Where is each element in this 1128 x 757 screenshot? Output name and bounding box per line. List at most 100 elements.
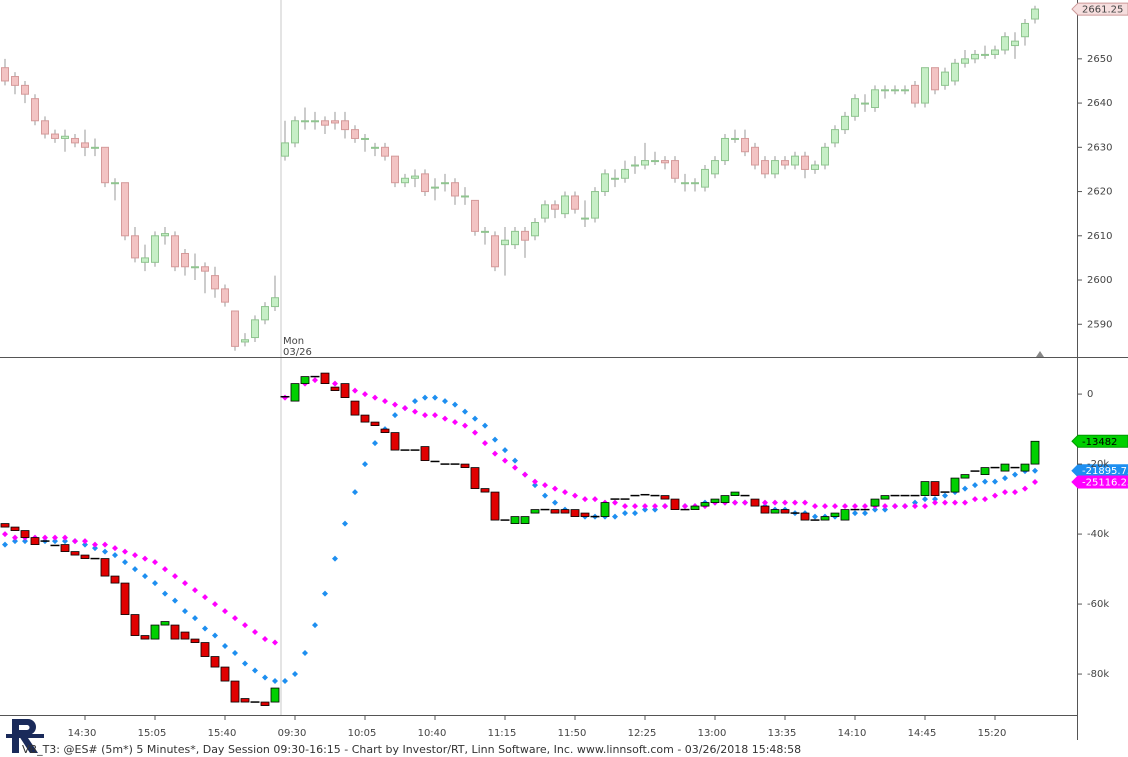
candle-body	[661, 160, 669, 164]
indicator-dot	[562, 489, 568, 496]
indicator-dot	[582, 496, 588, 503]
candle-body	[471, 199, 479, 232]
candle-body	[60, 544, 70, 552]
candle-body	[851, 98, 859, 117]
candle-body	[281, 142, 289, 157]
indicator-dot	[192, 615, 198, 622]
candle-body	[241, 339, 249, 343]
indicator-dot	[102, 548, 108, 555]
y-tick-label: 2620	[1087, 187, 1112, 198]
candle-body	[941, 71, 949, 86]
candle-body	[451, 182, 459, 197]
indicator-dot	[882, 503, 888, 510]
indicator-dot	[152, 559, 158, 566]
candle-body	[780, 509, 790, 514]
indicator-dot	[272, 678, 278, 685]
indicator-dot	[352, 387, 358, 394]
indicator-dot	[492, 450, 498, 457]
indicator-dot	[232, 615, 238, 622]
candle-body	[960, 474, 970, 479]
candle-body	[151, 235, 159, 263]
candle-body	[871, 89, 879, 108]
y-tick-label: -80k	[1087, 669, 1109, 680]
indicator-dot	[732, 499, 738, 506]
candle-body	[791, 155, 799, 166]
indicator-dot	[992, 492, 998, 499]
indicator-dot	[172, 597, 178, 604]
indicator-dot	[362, 461, 368, 468]
candle-body	[311, 120, 319, 123]
logo	[6, 719, 44, 753]
candle-body	[891, 89, 899, 92]
indicator-dot	[822, 503, 828, 510]
indicator-dot	[942, 499, 948, 506]
candle-body	[391, 155, 399, 184]
candle-body	[210, 656, 220, 668]
candle-body	[30, 537, 40, 545]
candle-body	[130, 614, 140, 636]
candle-body	[690, 505, 700, 510]
candle-body	[521, 230, 529, 241]
candle-body	[821, 146, 829, 166]
value-tag-label: -25116.25	[1082, 477, 1128, 488]
indicator-dot	[812, 503, 818, 510]
candle-body	[580, 512, 590, 517]
indicator-dot	[852, 503, 858, 510]
indicator-dot	[142, 573, 148, 580]
candle-body	[660, 495, 670, 500]
indicator-dot	[312, 377, 318, 384]
indicator-dot	[2, 531, 8, 538]
candle-body	[11, 76, 19, 86]
candle-body	[490, 491, 500, 521]
candle-body	[380, 428, 390, 433]
candle-body	[230, 680, 240, 703]
candle-body	[801, 155, 809, 170]
indicator-dot	[972, 482, 978, 489]
indicator-dot	[152, 580, 158, 587]
indicator-dot	[972, 496, 978, 503]
candle-body	[140, 635, 150, 640]
indicator-dot	[932, 496, 938, 503]
candle-body	[1, 67, 9, 82]
candle-body	[841, 115, 849, 131]
candle-body	[390, 432, 400, 451]
indicator-dot	[632, 510, 638, 517]
indicator-dot	[262, 674, 268, 681]
x-tick-label: 10:05	[348, 728, 377, 739]
indicator-dot	[342, 520, 348, 527]
candle-body	[291, 120, 299, 144]
indicator-dot	[762, 499, 768, 506]
y-tick-label: -40k	[1087, 529, 1109, 540]
y-tick-label: 2600	[1087, 275, 1112, 286]
candle-body	[401, 177, 409, 184]
candle-body	[411, 175, 419, 179]
indicator-dot	[542, 482, 548, 489]
indicator-dot	[912, 503, 918, 510]
indicator-dot	[442, 415, 448, 422]
candle-body	[330, 386, 340, 391]
candle-body	[141, 257, 149, 263]
candle-body	[101, 146, 109, 184]
indicator-dot	[652, 503, 658, 510]
candle-body	[570, 509, 580, 517]
candle-body	[261, 306, 269, 321]
candle-body	[260, 701, 270, 706]
candle-body	[171, 235, 179, 268]
candle-body	[491, 235, 499, 268]
candle-body	[191, 266, 199, 269]
indicator-dot	[982, 496, 988, 503]
indicator-dot	[292, 671, 298, 678]
candle-body	[221, 288, 229, 303]
candle-body	[350, 400, 360, 416]
candle-body	[840, 509, 850, 521]
candle-body	[581, 217, 589, 220]
candle-body	[300, 376, 310, 384]
candle-body	[80, 554, 90, 559]
indicator-dot	[192, 587, 198, 594]
indicator-dot	[132, 552, 138, 559]
value-tag-label: 2661.25	[1082, 5, 1123, 16]
indicator-dot	[542, 492, 548, 499]
candle-body	[980, 467, 990, 475]
candle-body	[870, 498, 880, 507]
